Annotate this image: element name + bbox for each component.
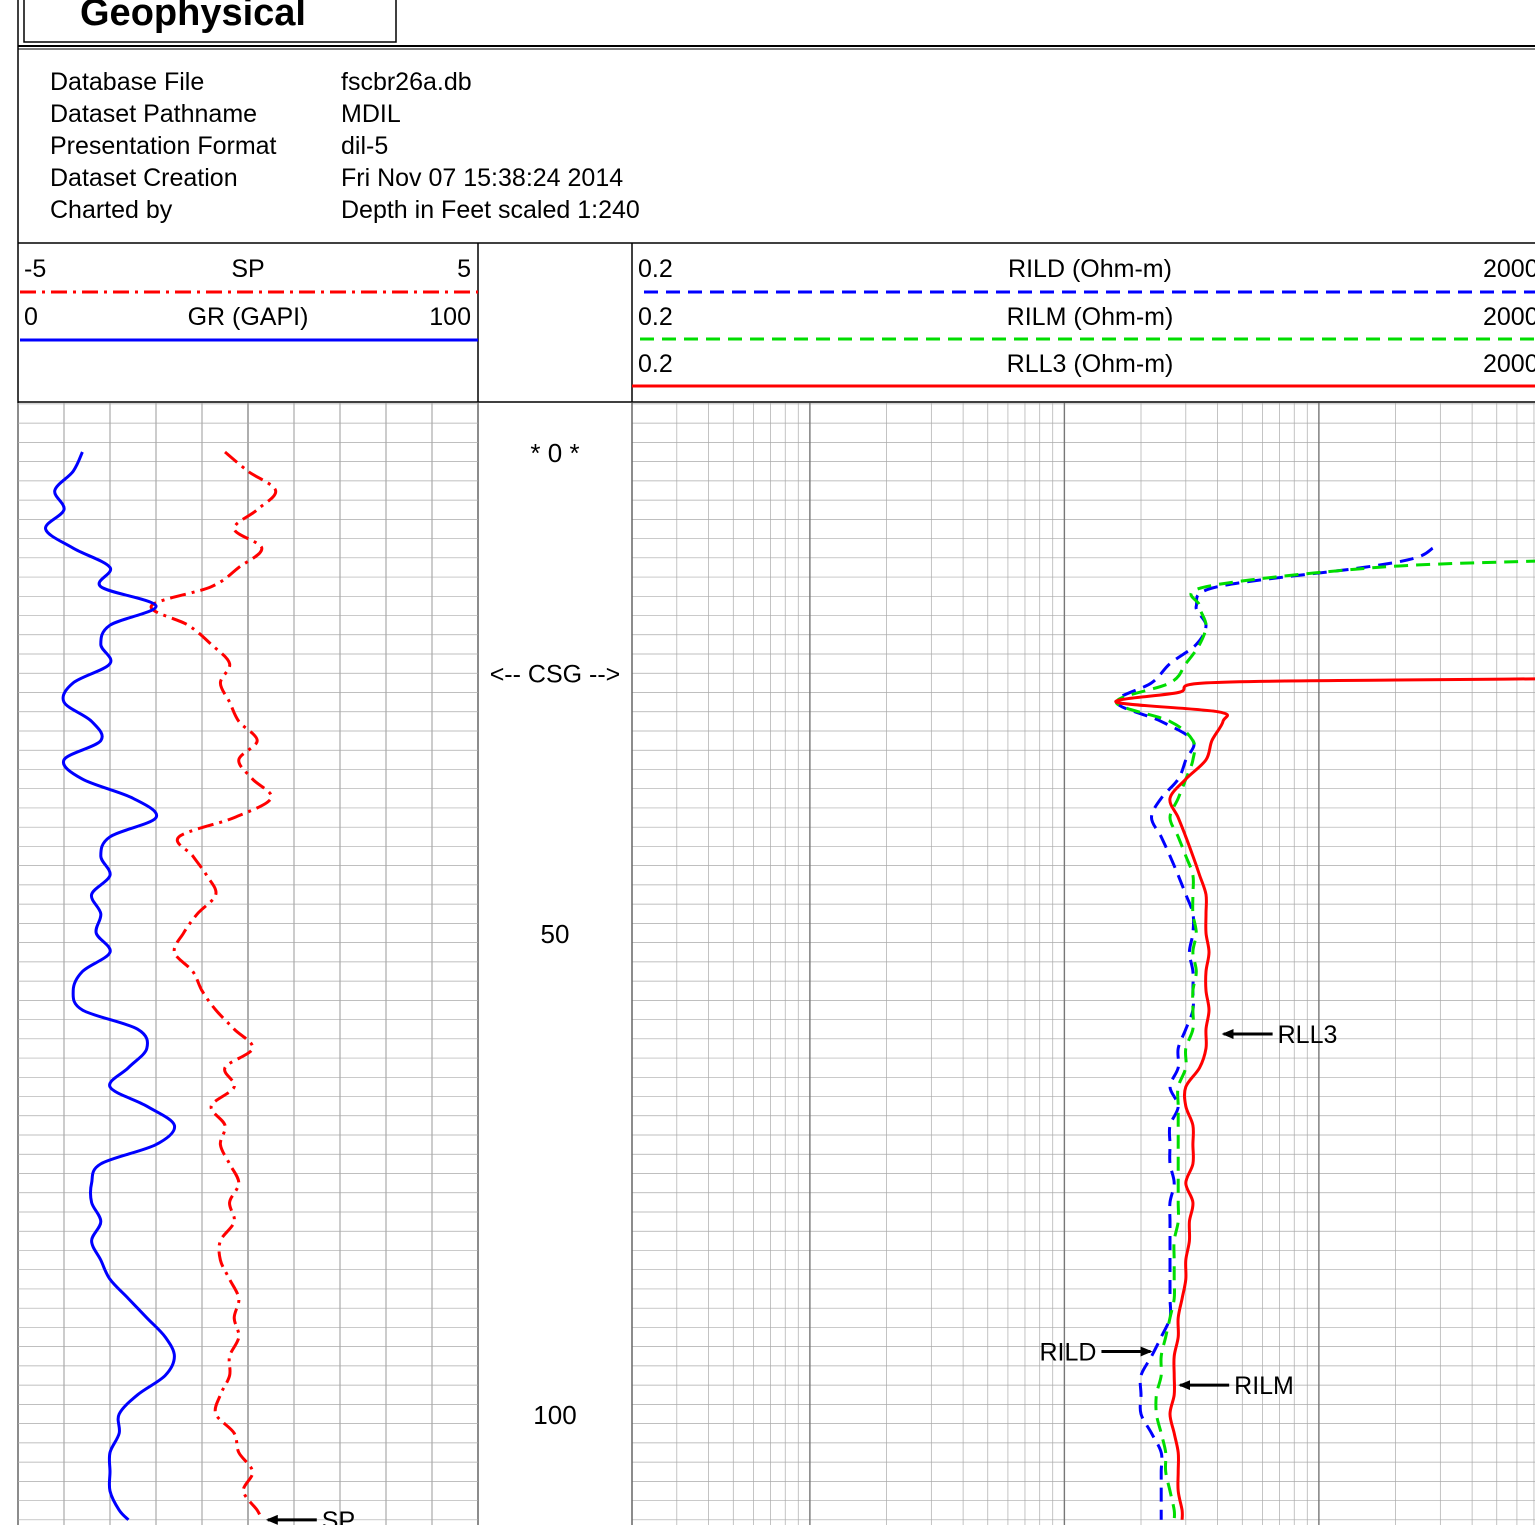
rild-left-label: 0.2 xyxy=(638,255,673,283)
track1-grid xyxy=(17,403,479,1525)
annotation-label-sp: SP xyxy=(322,1507,355,1525)
info-label-4: Dataset Creation xyxy=(50,164,238,192)
track2-curves xyxy=(1114,546,1535,1520)
curve-rilm xyxy=(1114,559,1535,1520)
sp-left-label: -5 xyxy=(24,255,46,283)
sp-legend-name: SP xyxy=(231,255,264,283)
info-label-5: Charted by xyxy=(50,196,173,224)
annotation-label-rll3: RLL3 xyxy=(1278,1021,1338,1049)
info-value-4: Fri Nov 07 15:38:24 2014 xyxy=(341,164,623,192)
company-name: Geophysical xyxy=(80,0,306,34)
track1-header: -5 SP 5 0 GR (GAPI) 100 xyxy=(20,255,478,342)
gr-right-label: 100 xyxy=(429,303,471,331)
rilm-left-label: 0.2 xyxy=(638,303,673,331)
info-label-2: Dataset Pathname xyxy=(50,100,257,128)
rild-right-label: 2000 xyxy=(1483,255,1535,283)
depth-tick-label: * 0 * xyxy=(530,438,579,468)
curve-rild xyxy=(1114,546,1434,1520)
gr-left-label: 0 xyxy=(24,303,38,331)
curve-gr xyxy=(44,451,177,1521)
curves xyxy=(44,450,1535,1521)
depth-tick-label: 100 xyxy=(533,1400,576,1430)
rild-legend-name: RILD (Ohm-m) xyxy=(1008,255,1172,283)
info-value-1: fscbr26a.db xyxy=(341,68,472,96)
rll3-legend-name: RLL3 (Ohm-m) xyxy=(1007,350,1174,378)
rilm-right-label: 2000 xyxy=(1483,303,1535,331)
annotation-label-rild: RILD xyxy=(1039,1338,1096,1366)
info-value-5: Depth in Feet scaled 1:240 xyxy=(341,196,640,224)
info-label-1: Database File xyxy=(50,68,204,96)
casing-annotation: <-- CSG --> xyxy=(490,660,621,688)
track2-header: 0.2 RILD (Ohm-m) 2000 0.2 RILM (Ohm-m) 2… xyxy=(632,255,1535,388)
gr-legend-name: GR (GAPI) xyxy=(188,303,309,331)
company-box xyxy=(23,0,397,43)
track2-grid xyxy=(631,403,1535,1525)
curve-sp xyxy=(149,450,278,1521)
annotation-label-rilm: RILM xyxy=(1234,1372,1294,1400)
depth-tick-label: 50 xyxy=(541,919,570,949)
curve-rll3 xyxy=(1114,677,1535,1520)
info-block: Database File fscbr26a.db Dataset Pathna… xyxy=(50,68,640,224)
curve-annotations: RLL3 RILD RILM SP xyxy=(265,1021,1338,1530)
info-value-2: MDIL xyxy=(341,100,401,128)
info-label-3: Presentation Format xyxy=(50,132,277,160)
rilm-legend-name: RILM (Ohm-m) xyxy=(1007,303,1174,331)
info-value-3: dil-5 xyxy=(341,132,388,160)
track1-curves xyxy=(44,450,278,1521)
rll3-left-label: 0.2 xyxy=(638,350,673,378)
rll3-right-label: 2000 xyxy=(1483,350,1535,378)
depth-column: * 0 * 50 100 <-- CSG --> xyxy=(490,438,621,1430)
sp-right-label: 5 xyxy=(457,255,471,283)
